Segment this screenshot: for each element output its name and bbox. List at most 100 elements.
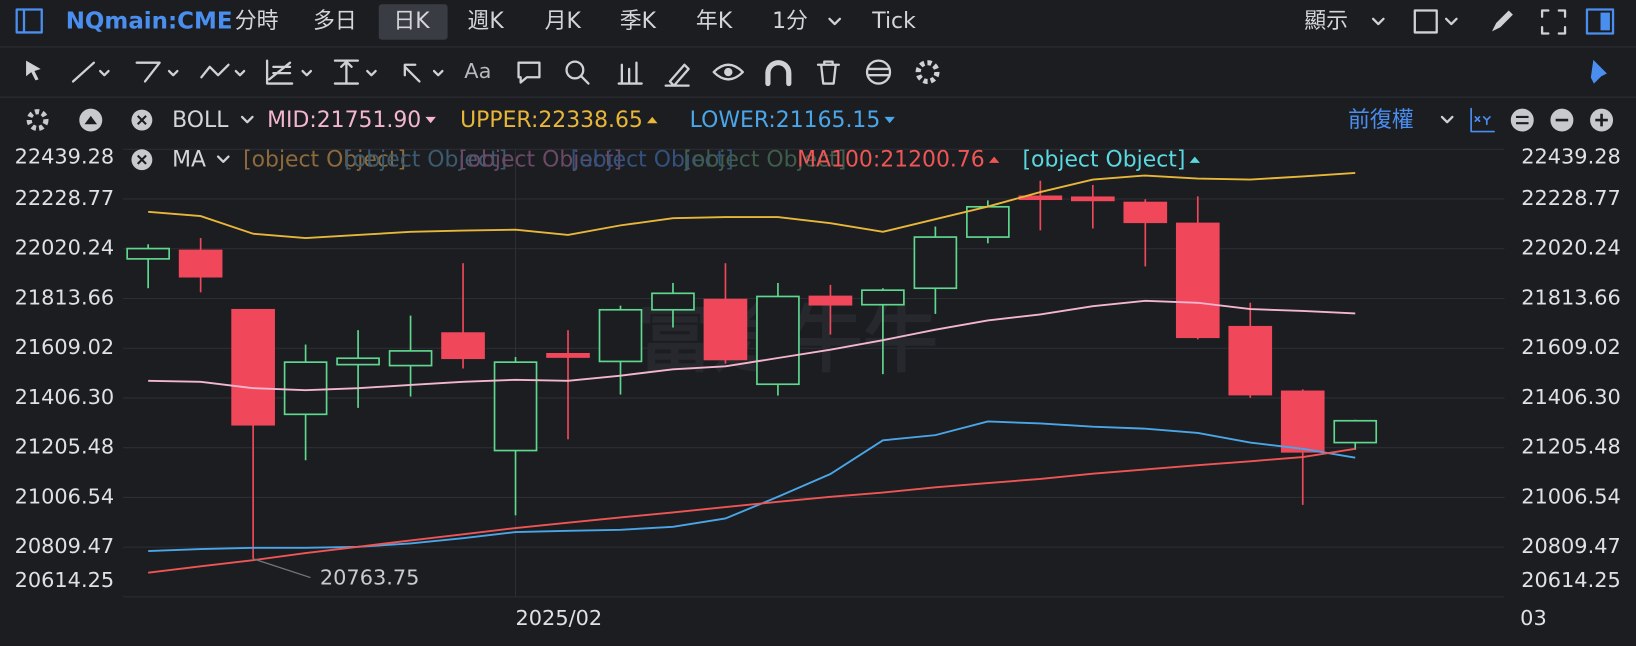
y-tick-label: 21006.54	[15, 484, 115, 508]
candle-body	[808, 295, 853, 306]
period-tab[interactable]: 1分	[772, 9, 808, 34]
arrow-tool[interactable]	[403, 63, 421, 83]
candle-body	[388, 350, 433, 367]
panel-icon[interactable]	[1585, 8, 1615, 35]
leader-line	[252, 558, 311, 579]
layout-icon[interactable]	[1413, 9, 1438, 34]
delete-tool[interactable]	[816, 60, 841, 85]
candle-body	[651, 292, 695, 311]
y-tick-label: 21406.30	[1521, 385, 1621, 409]
close-ma	[136, 154, 147, 165]
chevron[interactable]	[1440, 115, 1454, 124]
period-tab[interactable]: 月K	[545, 9, 582, 34]
scale-icon[interactable]	[1470, 107, 1495, 133]
volume-tool[interactable]	[617, 61, 643, 85]
text-tool[interactable]: Aa	[464, 59, 491, 83]
indicator-line	[148, 172, 1356, 239]
trend-arrow	[647, 116, 658, 124]
legend-item: [object Object]	[344, 148, 507, 173]
candle-body	[756, 295, 800, 386]
chevron[interactable]	[240, 115, 254, 124]
candle-body	[336, 357, 380, 366]
y-tick-label: 20809.47	[1521, 534, 1621, 558]
y-tick-label: 22228.77	[1521, 186, 1621, 210]
indicator-settings[interactable]	[26, 109, 49, 132]
display-menu[interactable]: 顯示	[1304, 9, 1348, 34]
legend-item: [object Object]	[243, 148, 406, 173]
candle-body	[126, 247, 170, 260]
chevron[interactable]	[301, 69, 313, 77]
trend-arrow	[425, 116, 436, 124]
candle-body	[1123, 201, 1168, 224]
legend-item: MA100:21200.76	[797, 148, 985, 173]
candle-body	[1280, 390, 1325, 453]
period-tab[interactable]: Tick	[871, 9, 916, 34]
panel-icon	[1600, 12, 1610, 31]
chevron[interactable]	[432, 69, 444, 77]
zoom-tool[interactable]	[565, 60, 585, 80]
chevron[interactable]	[216, 155, 230, 163]
y-tick-label: 21609.02	[15, 335, 115, 359]
period-selected	[378, 4, 448, 40]
fullscreen-icon[interactable]	[1540, 9, 1567, 35]
chevron[interactable]	[828, 17, 842, 26]
y-tick-label: 21006.54	[1521, 484, 1621, 508]
line-tool[interactable]	[71, 61, 96, 83]
cursor-tool[interactable]	[26, 60, 41, 81]
magnet-tool[interactable]	[765, 60, 792, 87]
x-tick-label: 03	[1520, 606, 1547, 630]
note-tool[interactable]	[517, 61, 541, 84]
period-tab[interactable]: 分時	[235, 9, 279, 34]
y-tick-label: 20614.25	[15, 568, 115, 592]
channel-tool[interactable]	[135, 61, 161, 83]
candle-body	[861, 289, 905, 306]
indicator-name[interactable]: MA	[172, 148, 206, 173]
period-tab[interactable]: 日K	[393, 9, 430, 34]
chevron[interactable]	[366, 69, 377, 77]
indicator-line	[148, 299, 1356, 392]
candle-body	[546, 353, 590, 358]
y-tick-label: 20809.47	[15, 534, 115, 558]
period-tab[interactable]: 年K	[696, 9, 733, 34]
candle-body	[1228, 325, 1273, 396]
chevron[interactable]	[1444, 17, 1458, 26]
period-tab[interactable]: 多日	[313, 9, 357, 34]
chevron[interactable]	[99, 69, 110, 77]
adjust-menu[interactable]: 前復權	[1348, 108, 1414, 133]
y-tick-label: 21406.30	[15, 385, 115, 409]
chevron[interactable]	[167, 69, 179, 77]
period-tab[interactable]: 季K	[620, 9, 657, 34]
trend-arrow	[884, 116, 895, 124]
candle-body	[178, 249, 223, 278]
legend-item: [object Object]	[571, 148, 734, 173]
wave-tool[interactable]	[200, 63, 230, 79]
eye-tool	[724, 67, 733, 77]
indicator-name[interactable]: BOLL	[172, 108, 229, 133]
settings-tool[interactable]	[915, 60, 940, 85]
chevron[interactable]	[234, 69, 246, 77]
sync-tool[interactable]	[865, 59, 892, 85]
zoom-in	[1595, 113, 1608, 127]
y-tick-label: 22020.24	[15, 236, 115, 260]
brush-icon[interactable]	[1492, 10, 1513, 32]
y-tick-label: 21609.02	[1521, 335, 1621, 359]
y-tick-label: 21205.48	[1521, 435, 1621, 459]
symbol[interactable]: NQmain:CME	[66, 8, 233, 34]
measure-tool[interactable]	[333, 59, 360, 85]
period-tab[interactable]: 週K	[467, 9, 504, 34]
eye-tool[interactable]	[712, 63, 745, 81]
close-boll	[136, 115, 147, 125]
candle-body	[598, 308, 643, 363]
low-label: 20763.75	[320, 566, 420, 590]
sidebar-icon[interactable]	[15, 8, 43, 34]
candle-body	[1175, 222, 1220, 339]
legend-item: LOWER:21165.15	[690, 108, 881, 133]
fib-tool[interactable]	[265, 59, 294, 85]
zoom-reset[interactable]	[1510, 108, 1534, 132]
y-tick-label: 21813.66	[1521, 285, 1621, 309]
pin-icon[interactable]	[1590, 59, 1607, 84]
indicator-line	[148, 447, 1356, 574]
y-tick-label: 22439.28	[15, 145, 115, 169]
pen-tool[interactable]	[664, 63, 690, 87]
chevron[interactable]	[1371, 17, 1385, 26]
